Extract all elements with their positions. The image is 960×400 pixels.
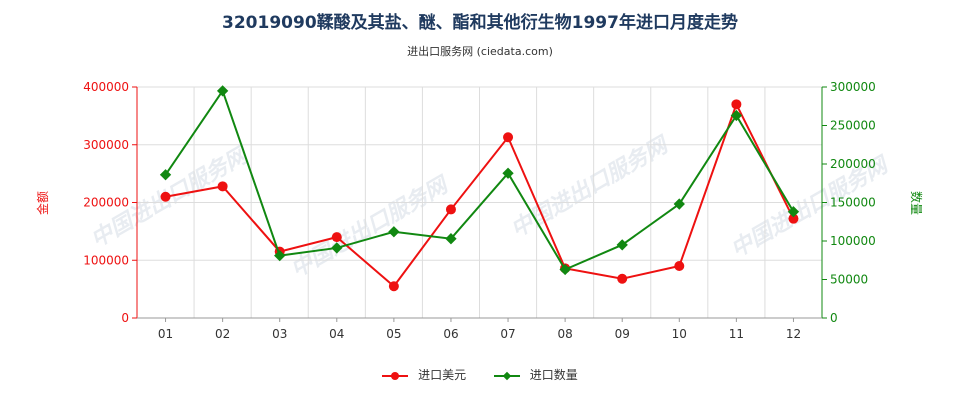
x-tick-label: 09 <box>615 327 630 341</box>
y-right-tick-label: 250000 <box>830 119 876 133</box>
y-left-tick-label: 100000 <box>83 253 129 267</box>
data-point-usd <box>388 281 399 292</box>
legend-label-qty: 进口数量 <box>529 368 578 382</box>
y-right-tick-label: 150000 <box>830 196 876 210</box>
x-tick-label: 12 <box>786 327 801 341</box>
legend: 进口美元 进口数量 <box>0 366 960 383</box>
data-point-usd <box>674 261 685 272</box>
data-point-usd <box>160 191 171 202</box>
y-right-tick-label: 50000 <box>830 273 868 287</box>
x-tick-label: 07 <box>500 327 515 341</box>
x-tick-label: 05 <box>386 327 401 341</box>
legend-item-usd[interactable]: 进口美元 <box>382 366 466 383</box>
data-point-usd <box>217 181 228 192</box>
x-tick-label: 04 <box>329 327 344 341</box>
data-point-qty <box>559 263 571 276</box>
y-left-tick-label: 300000 <box>83 138 129 152</box>
legend-label-usd: 进口美元 <box>418 368 467 382</box>
y-left-tick-label: 400000 <box>83 80 129 94</box>
chart-subtitle: 进出口服务网 (ciedata.com) <box>407 45 553 58</box>
y-left-tick-label: 0 <box>121 311 129 325</box>
x-tick-label: 02 <box>215 327 230 341</box>
y-left-tick-label: 200000 <box>83 196 129 210</box>
chart-title: 32019090鞣酸及其盐、醚、酯和其他衍生物1997年进口月度走势 <box>222 13 738 33</box>
legend-item-qty[interactable]: 进口数量 <box>493 366 578 383</box>
x-tick-label: 11 <box>729 327 744 341</box>
y-left-axis-title: 金额 <box>35 191 50 215</box>
y-right-tick-label: 100000 <box>830 234 876 248</box>
data-point-usd <box>788 213 799 224</box>
legend-swatch-usd <box>382 371 409 381</box>
data-point-qty <box>159 169 172 181</box>
y-right-axis-title: 数量 <box>909 191 924 215</box>
y-right-tick-label: 200000 <box>830 157 876 171</box>
data-point-usd <box>503 132 514 143</box>
x-tick-label: 03 <box>272 327 287 341</box>
data-point-qty <box>616 239 628 251</box>
data-point-qty <box>388 226 400 238</box>
data-point-usd <box>731 99 742 110</box>
data-point-qty <box>445 233 457 245</box>
data-point-qty <box>673 198 685 210</box>
x-tick-label: 10 <box>672 327 687 341</box>
data-point-usd <box>331 232 342 243</box>
data-point-usd <box>617 273 628 284</box>
y-right-tick-label: 300000 <box>830 80 876 94</box>
data-point-qty <box>787 206 800 218</box>
series-line-1 <box>164 88 795 271</box>
legend-swatch-qty <box>493 371 520 381</box>
data-point-qty <box>274 249 286 262</box>
x-tick-label: 08 <box>557 327 572 341</box>
x-tick-label: 01 <box>158 327 173 341</box>
x-tick-label: 06 <box>443 327 458 341</box>
data-point-qty <box>331 242 343 254</box>
y-right-tick-label: 0 <box>830 311 838 325</box>
data-point-usd <box>445 204 456 215</box>
series-line-0 <box>165 101 795 288</box>
